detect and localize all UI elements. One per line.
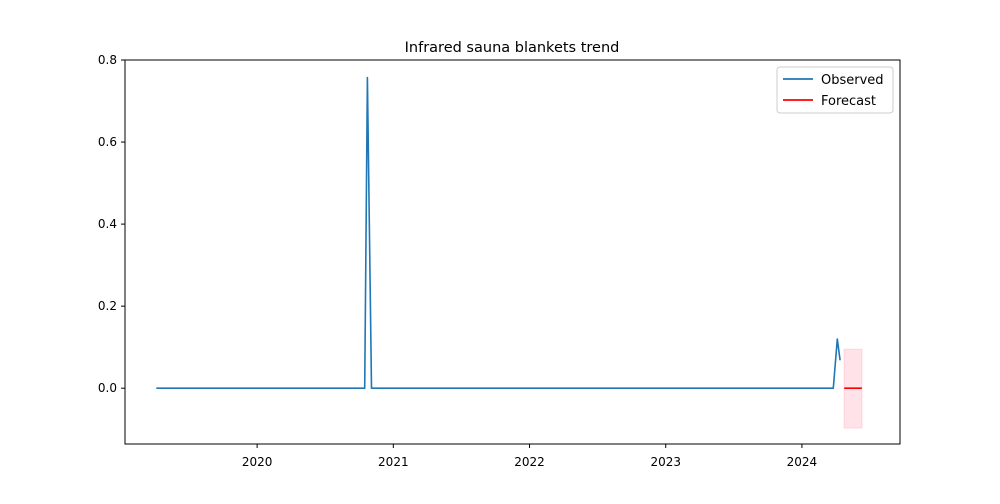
chart-title: Infrared sauna blankets trend — [405, 40, 620, 56]
plot-frame — [124, 59, 901, 445]
y-tick-label: 0.2 — [98, 299, 117, 313]
y-tick-label: 0.0 — [98, 381, 117, 395]
y-tick-label: 0.8 — [98, 53, 117, 67]
y-tick-label: 0.6 — [98, 135, 117, 149]
x-tick-label: 2020 — [242, 455, 273, 469]
observed-series-line — [156, 76, 841, 390]
legend-label-forecast: Forecast — [821, 94, 876, 109]
legend: Observed Forecast — [776, 66, 894, 114]
x-tick-label: 2021 — [378, 455, 409, 469]
x-tick-label: 2022 — [514, 455, 545, 469]
x-tick-label: 2024 — [787, 455, 818, 469]
y-tick-label: 0.4 — [98, 217, 117, 231]
x-tick-label: 2023 — [650, 455, 681, 469]
legend-label-observed: Observed — [821, 73, 884, 88]
